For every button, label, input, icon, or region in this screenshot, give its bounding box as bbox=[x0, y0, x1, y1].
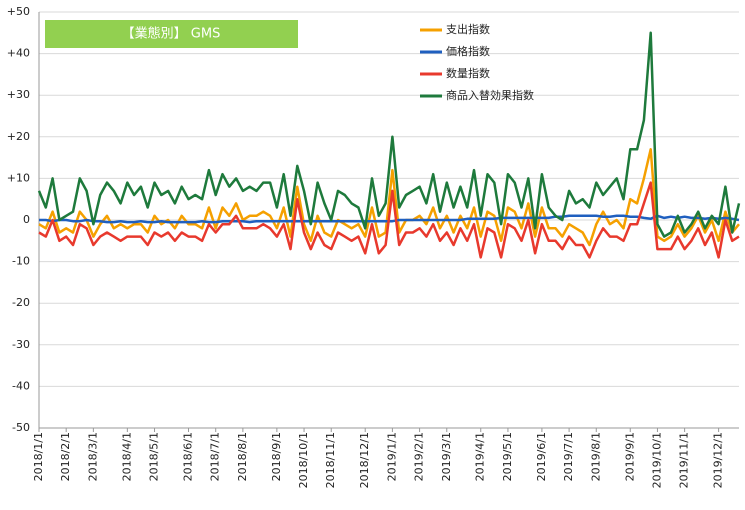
x-tick-label: 2019/11/1 bbox=[678, 432, 691, 488]
x-tick-label: 2019/6/1 bbox=[535, 432, 548, 481]
y-tick-label: +50 bbox=[7, 5, 30, 18]
legend-label: 商品入替効果指数 bbox=[446, 88, 534, 102]
x-tick-label: 2019/8/1 bbox=[589, 432, 602, 481]
x-tick-label: 2018/10/1 bbox=[297, 432, 310, 488]
y-tick-label: -50 bbox=[12, 421, 30, 434]
x-tick-label: 2019/9/1 bbox=[623, 432, 636, 481]
x-tick-label: 2018/6/1 bbox=[182, 432, 195, 481]
y-tick-label: -20 bbox=[12, 296, 30, 309]
x-tick-label: 2018/3/1 bbox=[86, 432, 99, 481]
legend-label: 数量指数 bbox=[446, 66, 490, 80]
y-tick-label: +40 bbox=[7, 47, 30, 60]
x-tick-label: 2018/2/1 bbox=[59, 432, 72, 481]
chart-title: 【業態別】 GMS bbox=[122, 26, 221, 42]
y-tick-label: -10 bbox=[12, 255, 30, 268]
x-tick-label: 2018/1/1 bbox=[32, 432, 45, 481]
x-tick-label: 2018/7/1 bbox=[209, 432, 222, 481]
series-line bbox=[38, 181, 740, 259]
x-tick-label: 2019/7/1 bbox=[562, 432, 575, 481]
x-tick-label: 2019/1/1 bbox=[385, 432, 398, 481]
title-box bbox=[45, 20, 298, 48]
x-tick-label: 2018/11/1 bbox=[324, 432, 337, 488]
legend-label: 価格指数 bbox=[446, 44, 490, 58]
x-tick-label: 2018/12/1 bbox=[358, 432, 371, 488]
x-tick-label: 2019/3/1 bbox=[440, 432, 453, 481]
x-tick-label: 2018/9/1 bbox=[270, 432, 283, 481]
x-tick-label: 2018/4/1 bbox=[120, 432, 133, 481]
series-line bbox=[38, 148, 740, 247]
y-tick-label: 0 bbox=[23, 213, 30, 226]
x-tick-label: 2019/10/1 bbox=[650, 432, 663, 488]
x-tick-label: 2019/5/1 bbox=[501, 432, 514, 481]
y-tick-label: -30 bbox=[12, 338, 30, 351]
x-tick-label: 2019/12/1 bbox=[712, 432, 725, 488]
x-tick-label: 2018/8/1 bbox=[236, 432, 249, 481]
series-line bbox=[37, 31, 741, 238]
x-tick-label: 2018/5/1 bbox=[148, 432, 161, 481]
legend-label: 支出指数 bbox=[446, 22, 490, 36]
y-tick-label: +30 bbox=[7, 88, 30, 101]
x-tick-label: 2019/2/1 bbox=[413, 432, 426, 481]
y-tick-label: +10 bbox=[7, 171, 30, 184]
x-tick-label: 2019/4/1 bbox=[474, 432, 487, 481]
y-tick-label: -40 bbox=[12, 379, 30, 392]
y-tick-label: +20 bbox=[7, 130, 30, 143]
